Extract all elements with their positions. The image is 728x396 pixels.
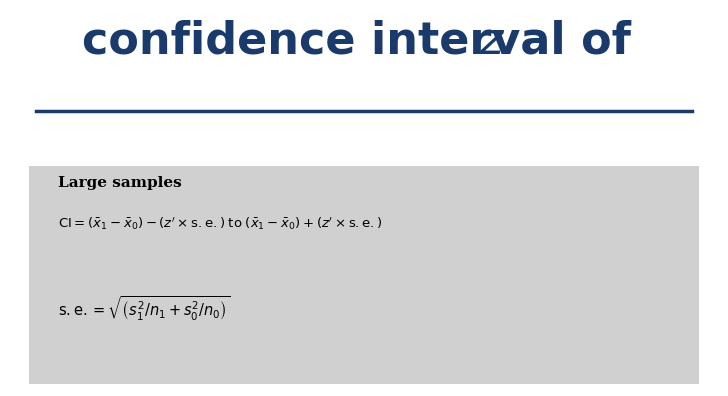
Text: z: z bbox=[479, 20, 502, 63]
Text: Large samples: Large samples bbox=[58, 176, 182, 190]
FancyBboxPatch shape bbox=[29, 166, 699, 384]
Text: PMT: PMT bbox=[431, 190, 617, 301]
Text: $\mathrm{CI} = (\bar{x}_1 - \bar{x}_0) - (z^{\prime} \times \mathrm{s.e.})\;\mat: $\mathrm{CI} = (\bar{x}_1 - \bar{x}_0) -… bbox=[58, 216, 383, 232]
Text: confidence interval of: confidence interval of bbox=[82, 20, 646, 63]
Text: $\mathrm{s.e.} = \sqrt{\left(s_1^2/n_1 + s_0^2/n_0\right)}$: $\mathrm{s.e.} = \sqrt{\left(s_1^2/n_1 +… bbox=[58, 295, 231, 324]
